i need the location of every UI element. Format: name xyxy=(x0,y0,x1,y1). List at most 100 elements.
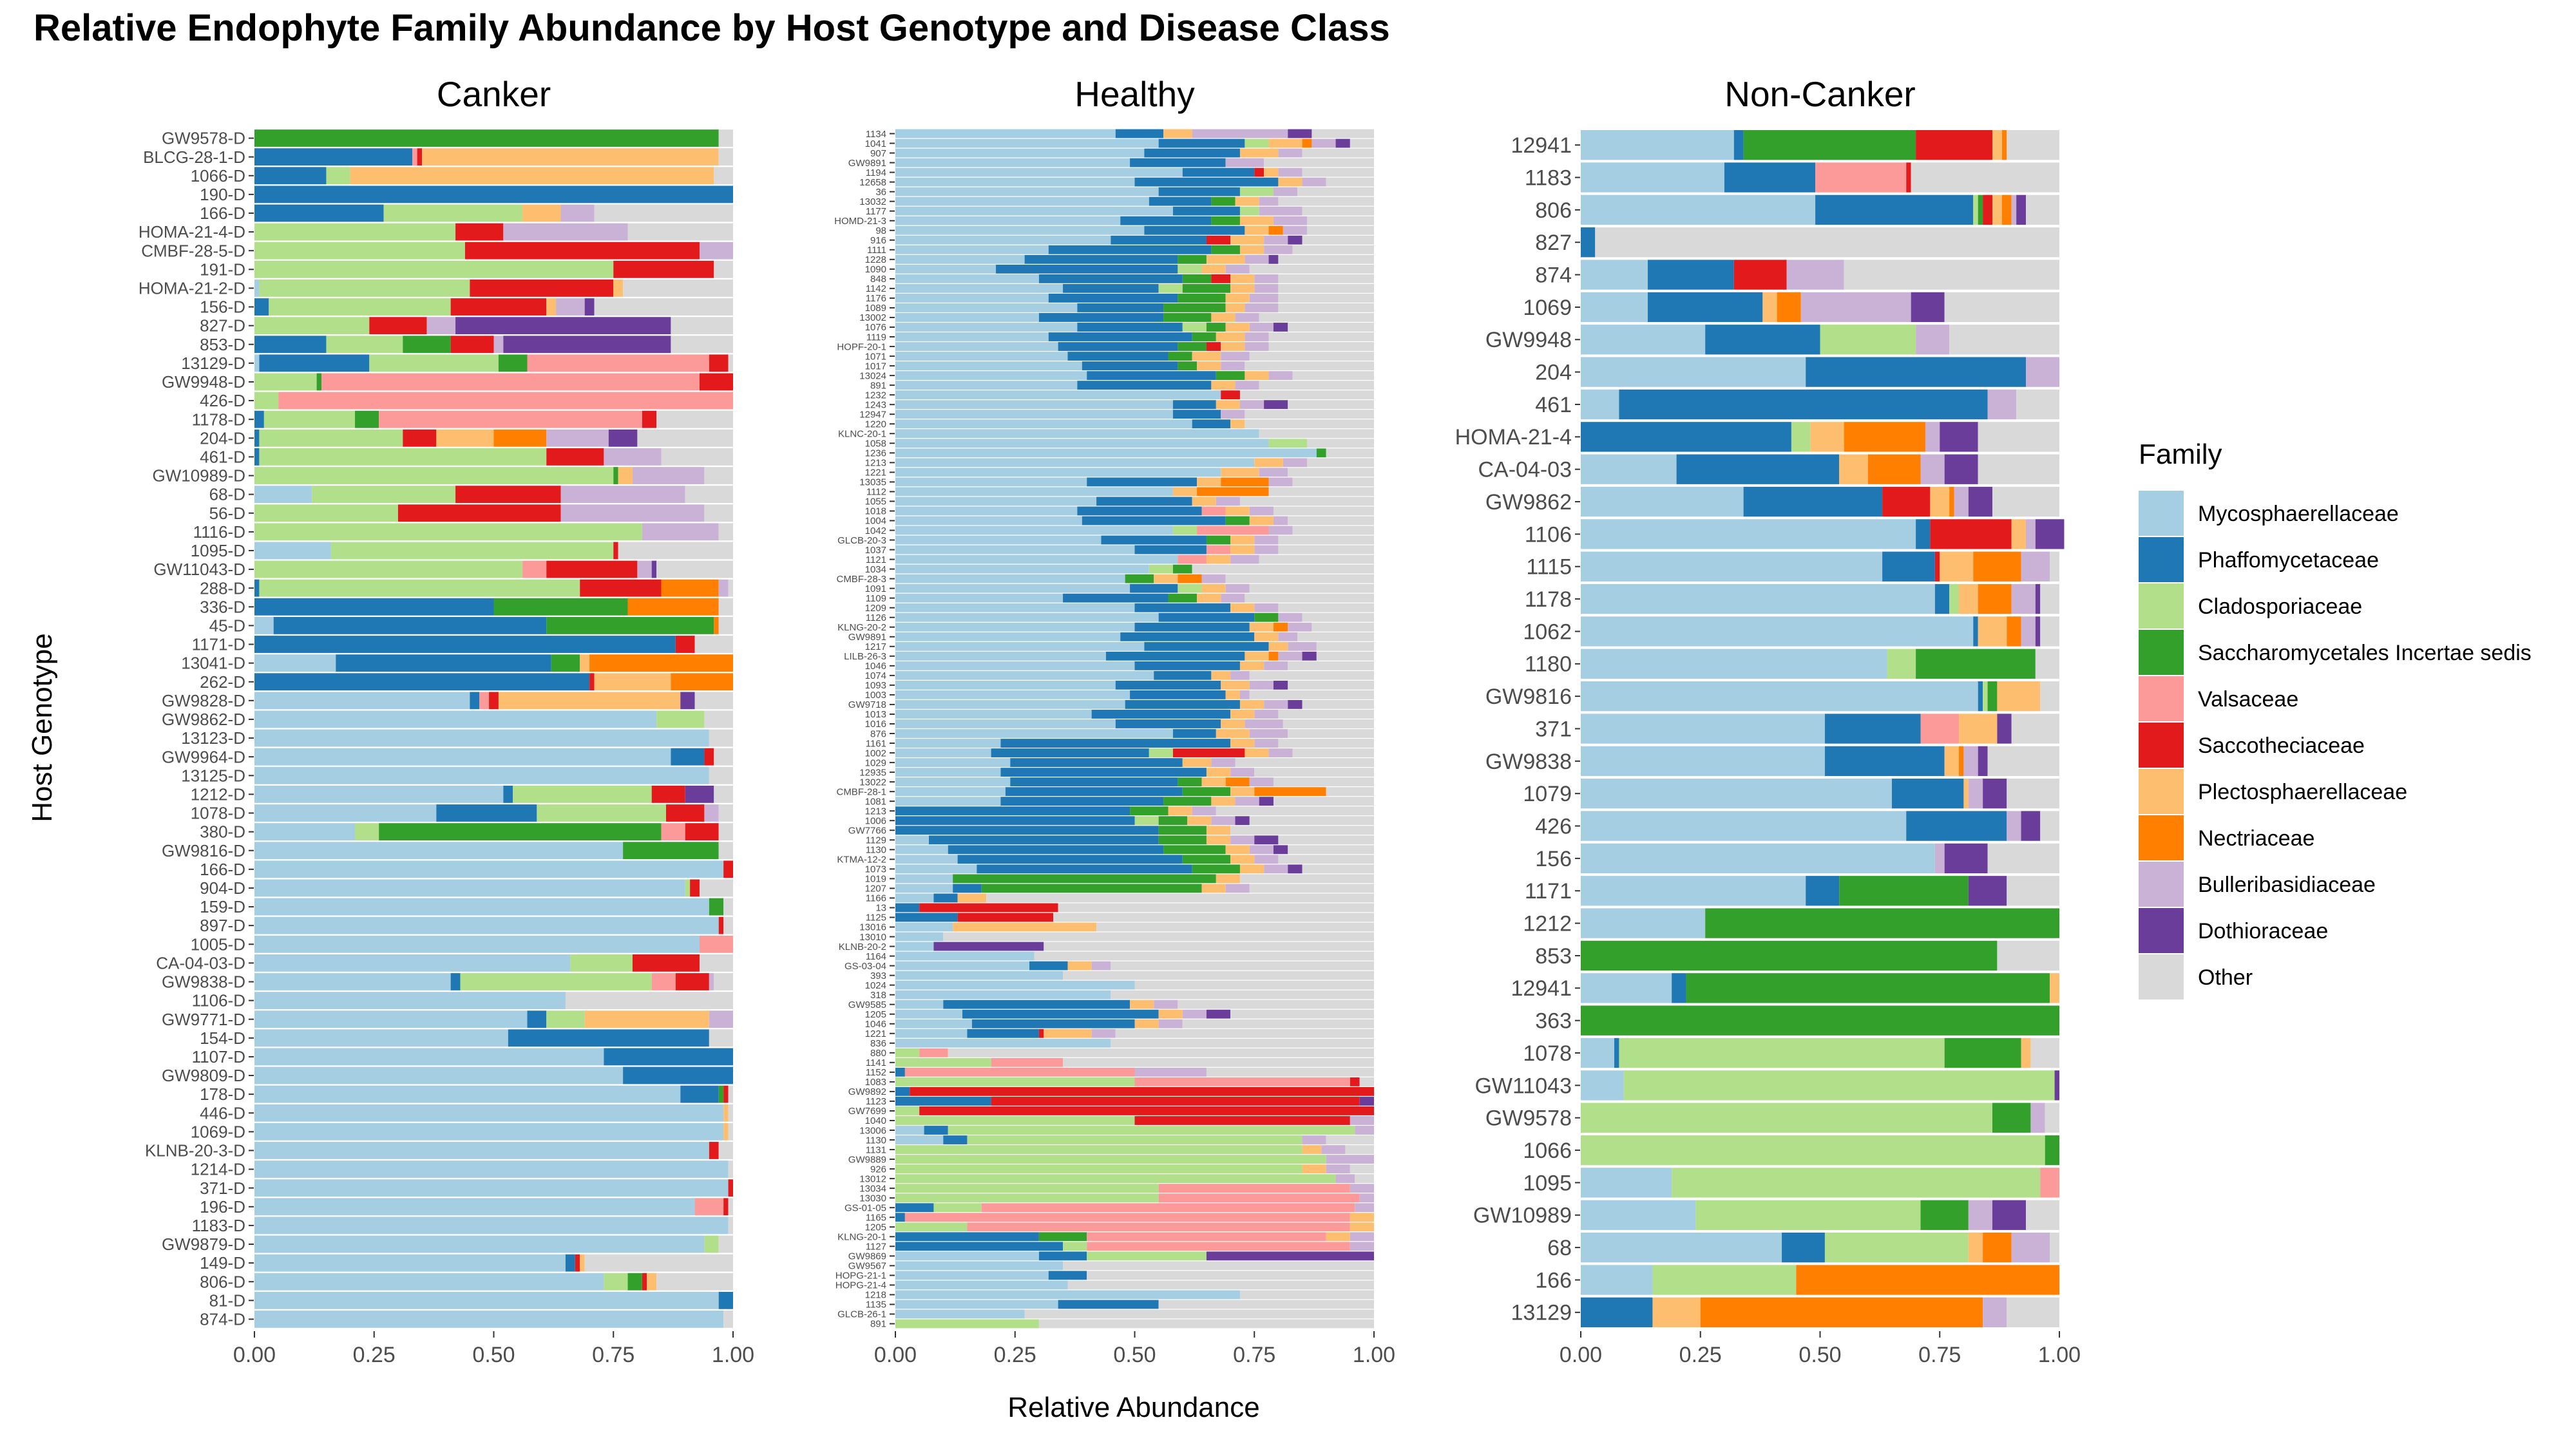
bar-segment xyxy=(565,992,733,1009)
bar-segment xyxy=(1154,574,1178,583)
bar-segment xyxy=(895,574,1125,583)
y-tick-label: 836 xyxy=(870,1038,886,1049)
bar-segment xyxy=(254,410,264,428)
x-tick-label: 0.50 xyxy=(1798,1343,1841,1367)
bar-segment xyxy=(254,692,470,710)
y-tick-label: HOMA-21-4-D xyxy=(138,222,245,242)
bar-row xyxy=(895,1203,1374,1213)
bar-segment xyxy=(1192,352,1221,361)
bar-segment xyxy=(254,673,590,691)
bar-row xyxy=(1581,454,2059,484)
legend-swatch xyxy=(2139,862,2184,907)
bar-segment xyxy=(1216,497,1240,506)
bar-segment xyxy=(1077,303,1164,312)
bar-segment xyxy=(957,893,987,903)
bar-segment xyxy=(1225,574,1374,583)
x-tick-label: 0.75 xyxy=(592,1343,634,1367)
legend-entry: Mycosphaerellaceae xyxy=(2139,491,2399,536)
bar-segment xyxy=(1178,254,1207,264)
bar-row xyxy=(895,371,1374,381)
y-tick-label: 1135 xyxy=(866,1300,886,1311)
bar-segment xyxy=(728,354,733,372)
bar-segment xyxy=(1581,260,1648,290)
bar-segment xyxy=(895,332,1049,341)
y-tick-label: 1171-D xyxy=(192,635,245,654)
bar-row xyxy=(254,748,733,766)
bar-segment xyxy=(259,429,403,447)
bar-segment xyxy=(2045,1103,2059,1133)
bar-row xyxy=(1581,1070,2059,1101)
bar-segment xyxy=(1221,410,1245,419)
y-tick-label: 1123 xyxy=(866,1096,886,1107)
bar-segment xyxy=(1192,864,1240,874)
y-tick-label: 1095 xyxy=(1523,1171,1572,1195)
bar-segment xyxy=(1581,130,1734,160)
bar-segment xyxy=(1326,177,1374,187)
bar-segment xyxy=(2011,583,2036,614)
bar-segment xyxy=(1259,797,1274,806)
legend-entry: Dothioraceae xyxy=(2139,908,2328,953)
bar-row xyxy=(895,1222,1374,1232)
bar-segment xyxy=(575,1254,580,1272)
bar-segment xyxy=(1230,419,1245,429)
bar-row xyxy=(895,1087,1374,1096)
bar-segment xyxy=(675,636,695,653)
bar-segment xyxy=(1268,225,1283,235)
bar-segment xyxy=(895,593,1064,603)
y-tick-label: 853 xyxy=(1535,944,1572,969)
bar-segment xyxy=(1211,274,1231,283)
bar-segment xyxy=(1172,729,1216,738)
bar-segment xyxy=(1158,187,1240,196)
legend-swatch xyxy=(2139,769,2184,814)
y-tick-label: 1116-D xyxy=(193,522,245,542)
bar-row xyxy=(895,506,1374,516)
y-tick-label: KTMA-12-2 xyxy=(837,855,886,866)
bar-row xyxy=(254,1179,733,1197)
bar-segment xyxy=(1182,1009,1207,1019)
bar-segment xyxy=(1044,942,1374,951)
y-tick-label: 1112 xyxy=(866,487,886,498)
bar-segment xyxy=(1273,777,1374,787)
bar-segment xyxy=(1206,342,1221,351)
bar-segment xyxy=(604,448,662,466)
bar-segment xyxy=(1130,690,1226,699)
bar-row xyxy=(254,1142,733,1159)
y-tick-label: KLNG-20-2 xyxy=(837,622,886,633)
bar-segment xyxy=(254,1235,705,1253)
x-tick-label: 0.75 xyxy=(1233,1343,1275,1367)
bar-segment xyxy=(604,1273,628,1291)
bar-segment xyxy=(1211,216,1240,225)
bar-segment xyxy=(699,242,733,260)
y-tick-label: GW9891 xyxy=(848,632,886,643)
bar-segment xyxy=(991,748,1149,757)
bar-segment xyxy=(1063,593,1169,603)
bar-row xyxy=(895,1077,1374,1086)
bar-segment xyxy=(1163,129,1192,138)
y-tick-label: 1058 xyxy=(865,439,886,450)
y-tick-label: 1121 xyxy=(866,554,886,565)
bar-segment xyxy=(656,710,705,728)
bar-segment xyxy=(948,1126,1355,1135)
bar-row xyxy=(254,1122,733,1141)
bar-segment xyxy=(895,352,1068,361)
bar-segment xyxy=(1288,622,1312,632)
bar-segment xyxy=(895,516,1082,526)
bar-segment xyxy=(718,1085,724,1103)
bar-row xyxy=(254,766,733,784)
bar-segment xyxy=(1782,1232,1825,1263)
bar-segment xyxy=(1211,245,1240,254)
bar-segment xyxy=(1273,680,1288,690)
panel-non-canker: Non-Canker1294111838068278741069GW994820… xyxy=(1455,74,2081,1367)
bar-row xyxy=(254,185,733,204)
y-tick-label: HOMA-21-4 xyxy=(1455,425,1572,450)
bar-segment xyxy=(1581,454,1677,484)
bar-segment xyxy=(895,980,1135,990)
bar-segment xyxy=(613,542,618,560)
bar-row xyxy=(895,429,1374,439)
bar-segment xyxy=(665,804,705,822)
bar-segment xyxy=(1254,739,1279,748)
bar-segment xyxy=(470,692,480,710)
legend-swatch xyxy=(2139,491,2184,536)
bar-segment xyxy=(254,654,336,672)
y-tick-label: 1046 xyxy=(865,661,886,672)
